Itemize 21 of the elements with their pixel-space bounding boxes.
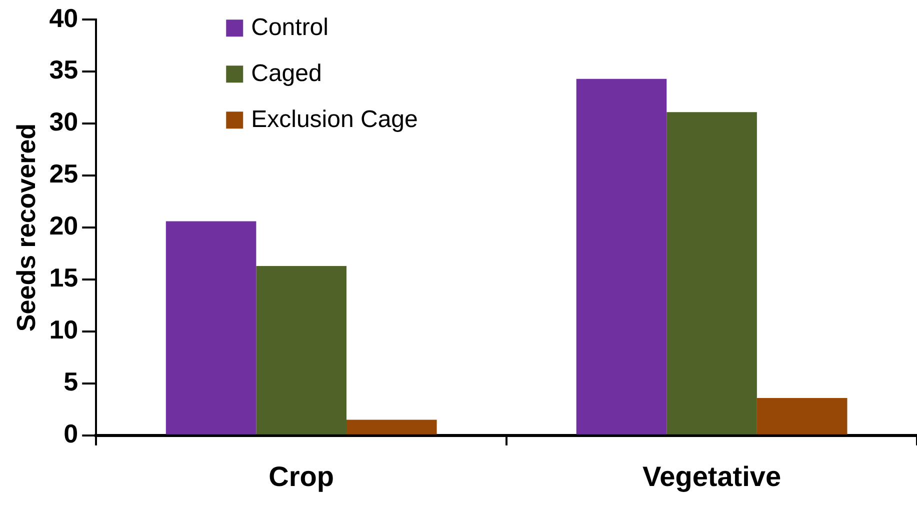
legend-label: Control <box>251 14 328 42</box>
x-tick-label: Crop <box>268 460 334 492</box>
y-tick-label: 0 <box>64 418 78 449</box>
y-tick-label: 15 <box>49 262 78 293</box>
bar <box>256 266 346 434</box>
y-tick-label: 10 <box>49 314 78 345</box>
bar <box>166 221 256 434</box>
y-axis-title: Seeds recovered <box>10 123 41 332</box>
bar <box>756 398 848 434</box>
y-tick-label: 25 <box>49 158 78 189</box>
y-tick-label: 5 <box>64 366 78 397</box>
legend-label: Exclusion Cage <box>251 106 418 134</box>
y-tick-label: 30 <box>49 106 78 137</box>
legend-label: Caged <box>251 60 322 88</box>
bar <box>346 420 437 434</box>
x-tick-label: Vegetative <box>642 460 782 492</box>
bar <box>576 78 667 434</box>
y-tick-label: 35 <box>49 54 78 85</box>
y-tick-label: 20 <box>49 210 78 241</box>
bar <box>666 112 757 434</box>
y-tick-label: 40 <box>49 2 78 33</box>
